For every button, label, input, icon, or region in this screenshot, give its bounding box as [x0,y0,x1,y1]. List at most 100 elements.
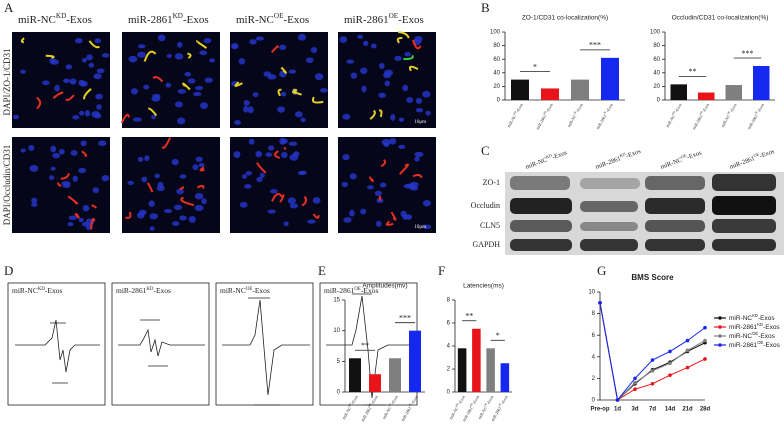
label-sup: OE [498,402,503,407]
blot-label: GAPDH [472,240,500,249]
label-base: miR-NC [18,14,56,26]
nucleus [200,102,208,109]
label-sup: OE [727,110,732,115]
group-label: miR-2861OE-Exos [746,102,765,130]
bar [698,92,715,100]
nucleus [342,113,351,120]
vessel [180,196,195,207]
nucleus [187,78,196,84]
nucleus [74,38,83,44]
y-tick-label: 60 [653,57,660,63]
nucleus [314,73,324,81]
label-sup: KD [348,403,353,408]
vessel [52,91,64,100]
label-base: miR-NC [220,286,246,295]
x-tick-label: 21d [682,407,693,413]
nucleus [201,198,207,205]
nucleus [98,140,107,147]
point [685,338,690,343]
nucleus [374,190,382,197]
label-sup: KD [699,111,704,116]
nucleus [130,88,138,95]
nucleus [248,138,255,145]
label-tail: -Exos [66,14,92,26]
nucleus [203,38,212,44]
label-sup: KD [757,322,763,327]
group-label: miR-2861OE-Exos [729,340,781,349]
group-label: miR-NCKD-Exos [18,12,92,26]
label-sup: KD [672,111,677,116]
label-sup: OE [246,287,253,292]
y-tick-label: 8 [447,298,451,304]
nucleus [422,224,432,230]
nucleus [96,68,105,74]
nucleus [312,196,321,204]
sig-label: * [533,62,537,71]
nucleus [398,117,405,122]
sig-label: ** [465,312,473,321]
vessel [270,45,279,53]
vessel [399,163,409,175]
vessel [368,176,374,183]
legend-marker [718,343,722,347]
group-label: miR-NCOE-Exos [477,394,495,420]
label-base: miR-2861 [324,286,355,295]
label-sup: KD [619,152,626,159]
nucleus [405,214,413,220]
group-label: miR-2861KD-Exos [128,12,209,26]
label-sup: OE [274,12,284,20]
label-sup: OE [573,110,578,115]
label-sup: OE [484,402,489,407]
point [703,338,707,343]
nucleus [406,96,414,103]
label-tail: -Exos [552,150,569,162]
vessel [146,182,154,193]
bar [571,79,589,100]
group-label: miR-NCKD-Exos [506,102,524,128]
nucleus [259,172,265,178]
nucleus [287,197,296,204]
y-tick-label: 100 [490,30,501,36]
label-tail: -Exos [756,102,765,113]
nucleus [288,69,297,74]
vessel [74,212,80,219]
micrograph [230,137,328,233]
nucleus [294,111,303,118]
nucleus [151,114,157,120]
nucleus [86,54,93,61]
nucleus [65,64,72,70]
nucleus [243,99,250,106]
x-tick-label: 7d [649,407,656,413]
nucleus [82,204,90,212]
vessel [90,218,96,230]
label-tail: -Exos [471,394,480,405]
nucleus [177,117,186,125]
nucleus [144,155,150,162]
nucleus [378,63,385,69]
nucleus [404,52,411,57]
vessel [152,76,164,83]
label-sup: OE [680,153,687,160]
group-label: miR-NCOE-Exos [566,102,584,128]
panel-label: B [481,0,490,15]
x-tick-label: Pre-op [590,407,609,413]
nucleus [194,204,204,211]
legend-marker [718,316,722,320]
y-tick-label: 8 [592,311,596,317]
vessel [412,39,422,50]
nucleus [84,109,91,117]
nucleus [247,106,254,114]
panel-label: F [438,263,445,278]
point [650,382,655,386]
nucleus [414,151,424,158]
nucleus [149,226,155,231]
nucleus [339,36,348,44]
x-tick-label: 14d [665,407,676,413]
nucleus [415,97,423,104]
x-tick-label: 28d [700,407,711,413]
y-tick-label: 10 [333,328,340,334]
nucleus [20,69,26,74]
nucleus [363,40,369,47]
nucleus [165,82,172,88]
bar [753,66,770,100]
